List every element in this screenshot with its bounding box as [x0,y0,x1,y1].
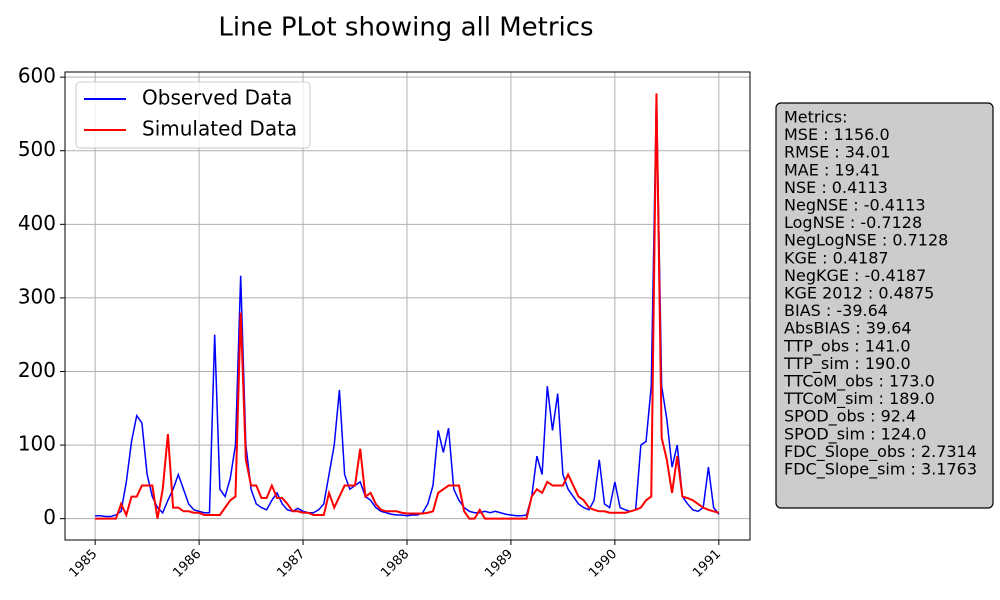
x-tick-label: 1985 [66,547,100,581]
axes-frame [64,71,751,541]
y-tick-label: 0 [43,505,56,529]
x-tick-label: 1988 [378,547,412,581]
metric-line: TTCoM_sim : 189.0 [783,389,935,409]
metric-line: RMSE : 34.01 [784,143,891,162]
metric-line: SPOD_obs : 92.4 [784,407,916,427]
metric-line: SPOD_sim : 124.0 [784,424,926,444]
metric-line: LogNSE : -0.7128 [784,213,922,232]
metric-line: KGE : 0.4187 [784,248,889,267]
metrics-box [775,102,994,509]
metric-line: TTP_obs : 141.0 [783,336,911,356]
x-tick-label: 1987 [274,547,308,581]
metric-line: FDC_Slope_obs : 2.7314 [784,442,977,462]
metric-line: MSE : 1156.0 [784,125,890,144]
x-tick-label: 1986 [170,547,204,581]
legend-label: Observed Data [142,86,292,110]
metric-line: KGE 2012 : 0.4875 [784,284,934,303]
chart-title: Line PLot showing all Metrics [218,13,593,43]
metric-line: NSE : 0.4113 [784,178,888,197]
y-tick-label: 300 [18,284,56,308]
metric-line: FDC_Slope_sim : 3.1763 [784,460,977,480]
y-tick-label: 200 [18,358,56,382]
y-tick-label: 500 [18,137,56,161]
y-tick-label: 100 [18,432,56,456]
metric-line: NegNSE : -0.4113 [784,196,926,215]
legend-label: Simulated Data [142,117,297,141]
x-tick-label: 1989 [482,547,516,581]
metric-line: TTCoM_obs : 173.0 [783,372,935,392]
x-tick-label: 1991 [690,547,724,581]
metric-line: TTP_sim : 190.0 [783,354,911,374]
y-tick-label: 400 [18,211,56,235]
x-tick-label: 1990 [586,547,620,581]
data-line [95,93,720,520]
metric-line: MAE : 19.41 [784,160,880,179]
metric-line: BIAS : -39.64 [784,301,888,320]
data-line [95,95,720,518]
metric-line: AbsBIAS : 39.64 [784,319,912,338]
metrics-title: Metrics: [784,108,847,127]
y-tick-label: 600 [18,64,56,88]
legend-box [75,81,311,149]
metric-line: NegKGE : -0.4187 [784,266,926,285]
metric-line: NegLogNSE : 0.7128 [784,231,948,250]
